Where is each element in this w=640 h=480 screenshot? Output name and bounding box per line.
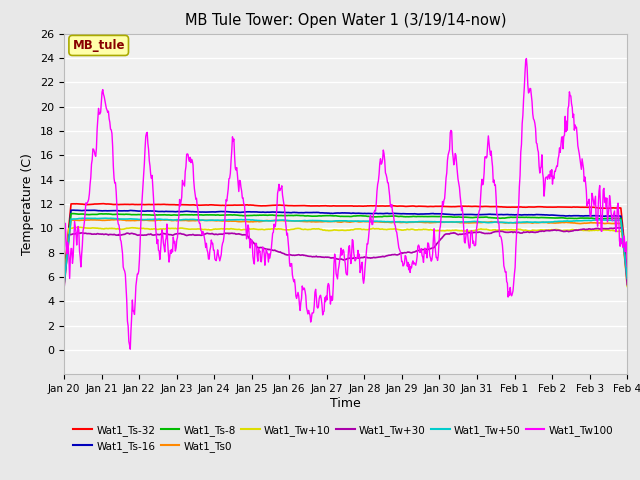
- Wat1_Ts0: [113, 217, 121, 223]
- Wat1_Tw100: [95, 106, 102, 111]
- Wat1_Ts-8: [403, 214, 410, 219]
- Line: Wat1_Ts0: Wat1_Ts0: [64, 220, 627, 285]
- Wat1_Tw+10: [388, 226, 396, 232]
- Wat1_Ts-8: [60, 279, 68, 285]
- Title: MB Tule Tower: Open Water 1 (3/19/14-now): MB Tule Tower: Open Water 1 (3/19/14-now…: [185, 13, 506, 28]
- Wat1_Ts0: [95, 217, 102, 223]
- Legend: Wat1_Ts-32, Wat1_Ts-16, Wat1_Ts-8, Wat1_Ts0, Wat1_Tw+10, Wat1_Tw+30, Wat1_Tw+50,: Wat1_Ts-32, Wat1_Ts-16, Wat1_Ts-8, Wat1_…: [69, 420, 618, 456]
- Wat1_Ts-8: [623, 275, 631, 280]
- Wat1_Tw+30: [623, 282, 631, 288]
- Wat1_Tw+10: [74, 225, 82, 230]
- Wat1_Ts-32: [97, 201, 105, 206]
- Wat1_Ts-32: [488, 204, 496, 210]
- Line: Wat1_Ts-16: Wat1_Ts-16: [64, 210, 627, 280]
- Wat1_Tw+50: [95, 216, 102, 221]
- Line: Wat1_Tw+30: Wat1_Tw+30: [64, 228, 627, 288]
- Wat1_Tw100: [388, 202, 396, 207]
- Wat1_Ts0: [546, 220, 554, 226]
- Text: MB_tule: MB_tule: [72, 39, 125, 52]
- Wat1_Tw+50: [623, 276, 631, 281]
- Wat1_Tw100: [420, 260, 428, 265]
- X-axis label: Time: Time: [330, 397, 361, 410]
- Wat1_Ts0: [388, 220, 396, 226]
- Wat1_Ts-16: [488, 212, 496, 217]
- Wat1_Ts-16: [95, 208, 103, 214]
- Wat1_Tw+50: [60, 282, 68, 288]
- Wat1_Tw+30: [419, 247, 427, 252]
- Wat1_Ts-8: [95, 211, 103, 217]
- Wat1_Tw+50: [403, 219, 410, 225]
- Wat1_Tw+30: [487, 230, 495, 236]
- Line: Wat1_Tw+10: Wat1_Tw+10: [64, 228, 627, 287]
- Wat1_Ts-16: [403, 211, 410, 216]
- Wat1_Tw+30: [387, 252, 395, 258]
- Wat1_Ts0: [420, 219, 428, 225]
- Wat1_Ts-16: [60, 277, 68, 283]
- Wat1_Ts0: [488, 219, 496, 225]
- Wat1_Tw+50: [488, 220, 496, 226]
- Wat1_Ts-16: [420, 211, 428, 217]
- Wat1_Tw+50: [420, 219, 428, 225]
- Wat1_Ts-8: [420, 214, 428, 219]
- Wat1_Ts-32: [403, 204, 410, 209]
- Wat1_Tw100: [60, 266, 68, 272]
- Wat1_Tw100: [127, 346, 134, 352]
- Wat1_Tw100: [488, 157, 496, 163]
- Wat1_Tw100: [547, 168, 554, 174]
- Wat1_Ts-16: [546, 212, 554, 218]
- Wat1_Ts-32: [623, 269, 631, 275]
- Wat1_Tw+30: [95, 231, 102, 237]
- Wat1_Tw100: [623, 264, 631, 269]
- Line: Wat1_Tw+50: Wat1_Tw+50: [64, 218, 627, 285]
- Wat1_Tw+30: [618, 225, 625, 230]
- Wat1_Ts-32: [60, 274, 68, 280]
- Wat1_Ts0: [403, 220, 410, 226]
- Wat1_Tw+30: [60, 286, 68, 291]
- Wat1_Tw100: [523, 56, 531, 61]
- Wat1_Ts-8: [488, 215, 496, 221]
- Wat1_Ts-8: [388, 213, 396, 219]
- Line: Wat1_Ts-32: Wat1_Ts-32: [64, 204, 627, 277]
- Wat1_Tw+30: [545, 228, 553, 234]
- Wat1_Ts-32: [546, 204, 554, 210]
- Wat1_Tw+50: [388, 219, 396, 225]
- Wat1_Tw+50: [102, 216, 109, 221]
- Wat1_Ts-16: [71, 207, 79, 213]
- Wat1_Tw+10: [95, 226, 103, 231]
- Line: Wat1_Ts-8: Wat1_Ts-8: [64, 214, 627, 282]
- Wat1_Ts-8: [546, 215, 554, 221]
- Wat1_Tw+50: [546, 219, 554, 225]
- Wat1_Tw+10: [488, 228, 496, 233]
- Wat1_Ts-8: [67, 211, 75, 216]
- Wat1_Tw+10: [403, 227, 410, 232]
- Wat1_Ts-32: [388, 203, 396, 208]
- Wat1_Tw+30: [402, 250, 410, 256]
- Wat1_Ts-16: [623, 274, 631, 279]
- Wat1_Ts0: [60, 282, 68, 288]
- Wat1_Ts-16: [388, 211, 396, 216]
- Line: Wat1_Tw100: Wat1_Tw100: [64, 59, 627, 349]
- Wat1_Ts-32: [95, 201, 102, 207]
- Wat1_Ts-32: [420, 204, 428, 209]
- Y-axis label: Temperature (C): Temperature (C): [22, 153, 35, 255]
- Wat1_Tw+10: [623, 284, 631, 289]
- Wat1_Tw+10: [60, 282, 68, 288]
- Wat1_Tw100: [403, 257, 410, 263]
- Wat1_Ts0: [623, 277, 631, 283]
- Wat1_Tw+10: [420, 226, 428, 232]
- Wat1_Tw+10: [546, 227, 554, 233]
